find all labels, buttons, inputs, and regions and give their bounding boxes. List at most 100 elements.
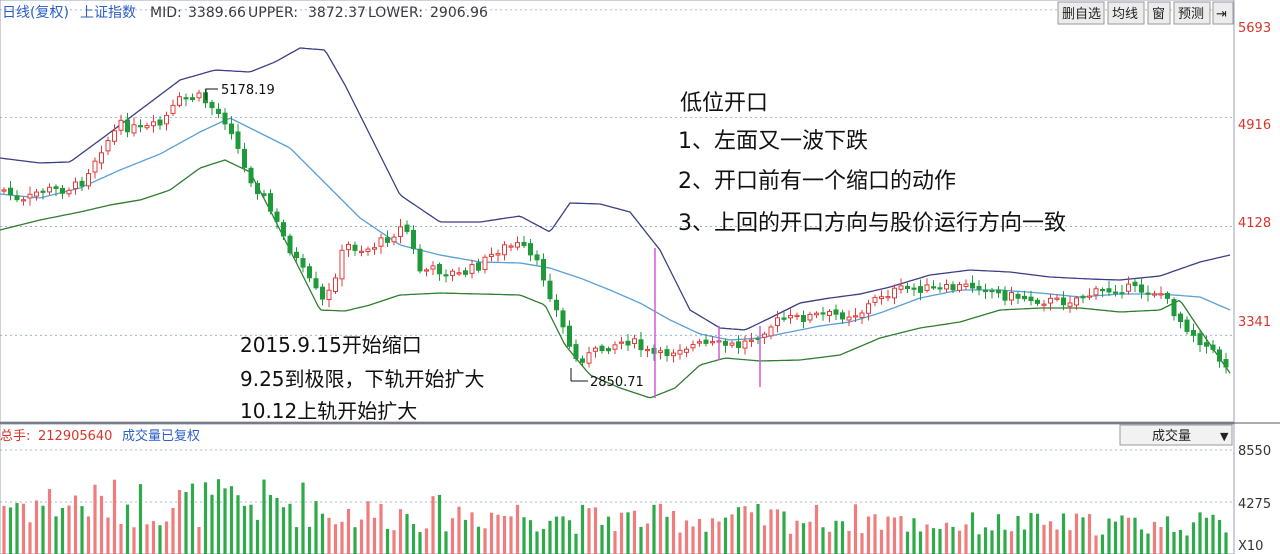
volume-bar xyxy=(964,524,968,554)
candle-body xyxy=(294,251,299,259)
candle-body xyxy=(164,114,169,125)
candle-body xyxy=(352,244,358,251)
volume-bar xyxy=(151,521,156,554)
date-note: 10.12上轨开始扩大 xyxy=(240,399,417,423)
volume-bar xyxy=(749,512,754,554)
candle-body xyxy=(112,130,117,142)
candle-body xyxy=(918,286,923,293)
volume-bar xyxy=(158,525,162,554)
candle-body xyxy=(261,193,267,197)
candle-body xyxy=(1009,292,1014,301)
volume-bar xyxy=(788,533,793,554)
candle-body xyxy=(846,316,852,321)
volume-bar xyxy=(743,506,747,554)
candle-body xyxy=(697,341,702,344)
candle-body xyxy=(911,287,917,290)
volume-bar xyxy=(67,505,71,554)
volume-bar xyxy=(132,527,136,554)
lower-label: LOWER: xyxy=(368,5,423,21)
volume-bar xyxy=(145,524,149,554)
candle-body xyxy=(274,211,280,222)
candle-body xyxy=(1080,295,1086,299)
candle-body xyxy=(924,284,930,291)
candle-body xyxy=(300,258,306,268)
candle-body xyxy=(762,333,767,338)
candle-body xyxy=(632,338,637,345)
volume-bar xyxy=(574,533,578,554)
candle-body xyxy=(53,186,59,190)
volume-bar xyxy=(970,512,975,554)
volume-bar xyxy=(730,514,734,554)
candle-body xyxy=(1165,292,1170,299)
volume-bar xyxy=(190,483,195,554)
chart-header: 日线(复权) 上证指数 MID: 3389.66 UPPER: 3872.37 … xyxy=(2,4,488,21)
volume-bar xyxy=(840,521,845,554)
volume-bar xyxy=(1003,529,1007,554)
candle-body xyxy=(957,284,962,291)
candle-body xyxy=(92,160,98,173)
candle-body xyxy=(196,92,202,99)
volume-bar xyxy=(1120,515,1124,554)
volume-bar xyxy=(944,522,949,554)
candle-body xyxy=(599,345,605,352)
volume-bar xyxy=(405,514,409,554)
candle-body xyxy=(560,310,566,328)
notes-block: 低位开口 1、左面又一波下跌 2、开口前有一个缩口的动作 3、上回的开口方向与股… xyxy=(678,91,1066,236)
candle-body xyxy=(840,312,845,320)
candle-body xyxy=(619,341,624,344)
candle-body xyxy=(66,189,72,195)
volume-bar xyxy=(697,518,702,554)
volume-bar xyxy=(1061,513,1066,554)
candle-body xyxy=(255,182,260,195)
chevron-down-icon: ▼ xyxy=(1220,430,1229,443)
volume-bar xyxy=(1191,522,1196,554)
collapse-panel-button[interactable]: ⇥ xyxy=(1212,1,1234,25)
period-label: 日线(复权) xyxy=(2,4,69,21)
note-item: 3、上回的开口方向与股价运行方向一致 xyxy=(678,211,1066,236)
forecast-button[interactable]: 预测 xyxy=(1173,1,1211,25)
note-item: 2、开口前有一个缩口的动作 xyxy=(678,169,956,194)
remove-watchlist-button[interactable]: 删自选 xyxy=(1057,1,1105,25)
volume-bar xyxy=(632,510,637,554)
volume-bar xyxy=(411,524,416,554)
date-note: 9.25到极限，下轨开始扩大 xyxy=(240,367,485,391)
candle-body xyxy=(216,108,221,114)
peak-annotation: 5178.19 xyxy=(205,83,275,100)
window-button[interactable]: 窗 xyxy=(1147,1,1171,25)
volume-bar xyxy=(41,505,45,554)
volume-bar xyxy=(1068,530,1072,554)
candle-body xyxy=(287,235,293,254)
volume-bar xyxy=(684,520,689,554)
candle-body xyxy=(749,339,754,342)
candle-body xyxy=(1204,342,1209,347)
date-note: 2015.9.15开始缩口 xyxy=(240,333,422,357)
candle-body xyxy=(437,264,442,275)
volume-bar xyxy=(93,484,97,554)
candle-body xyxy=(547,280,553,300)
candle-body xyxy=(606,348,611,352)
volume-bar xyxy=(1185,535,1189,554)
volume-bar xyxy=(827,531,832,554)
volume-dropdown[interactable]: 成交量 ▼ xyxy=(1119,424,1233,446)
note-item: 1、左面又一波下跌 xyxy=(678,129,868,154)
candle-body xyxy=(398,226,403,238)
low-annotation: 2850.71 xyxy=(570,368,644,390)
volume-bar xyxy=(216,479,221,554)
candle-body xyxy=(1223,359,1229,368)
candle-body xyxy=(664,349,670,356)
candle-body xyxy=(229,123,234,135)
candle-body xyxy=(1028,296,1034,302)
volume-bar xyxy=(775,509,780,554)
candle-body xyxy=(508,245,514,248)
candle-body xyxy=(950,284,956,291)
candle-body xyxy=(170,104,176,114)
volume-bar xyxy=(1204,517,1209,554)
candle-body xyxy=(151,121,156,127)
candle-body xyxy=(794,314,800,318)
volume-bar xyxy=(1094,535,1098,554)
volume-bar xyxy=(210,494,214,554)
candle-body xyxy=(1087,295,1092,298)
candle-body xyxy=(534,254,540,261)
volume-bar xyxy=(1035,513,1040,554)
moving-average-button[interactable]: 均线 xyxy=(1107,1,1145,25)
